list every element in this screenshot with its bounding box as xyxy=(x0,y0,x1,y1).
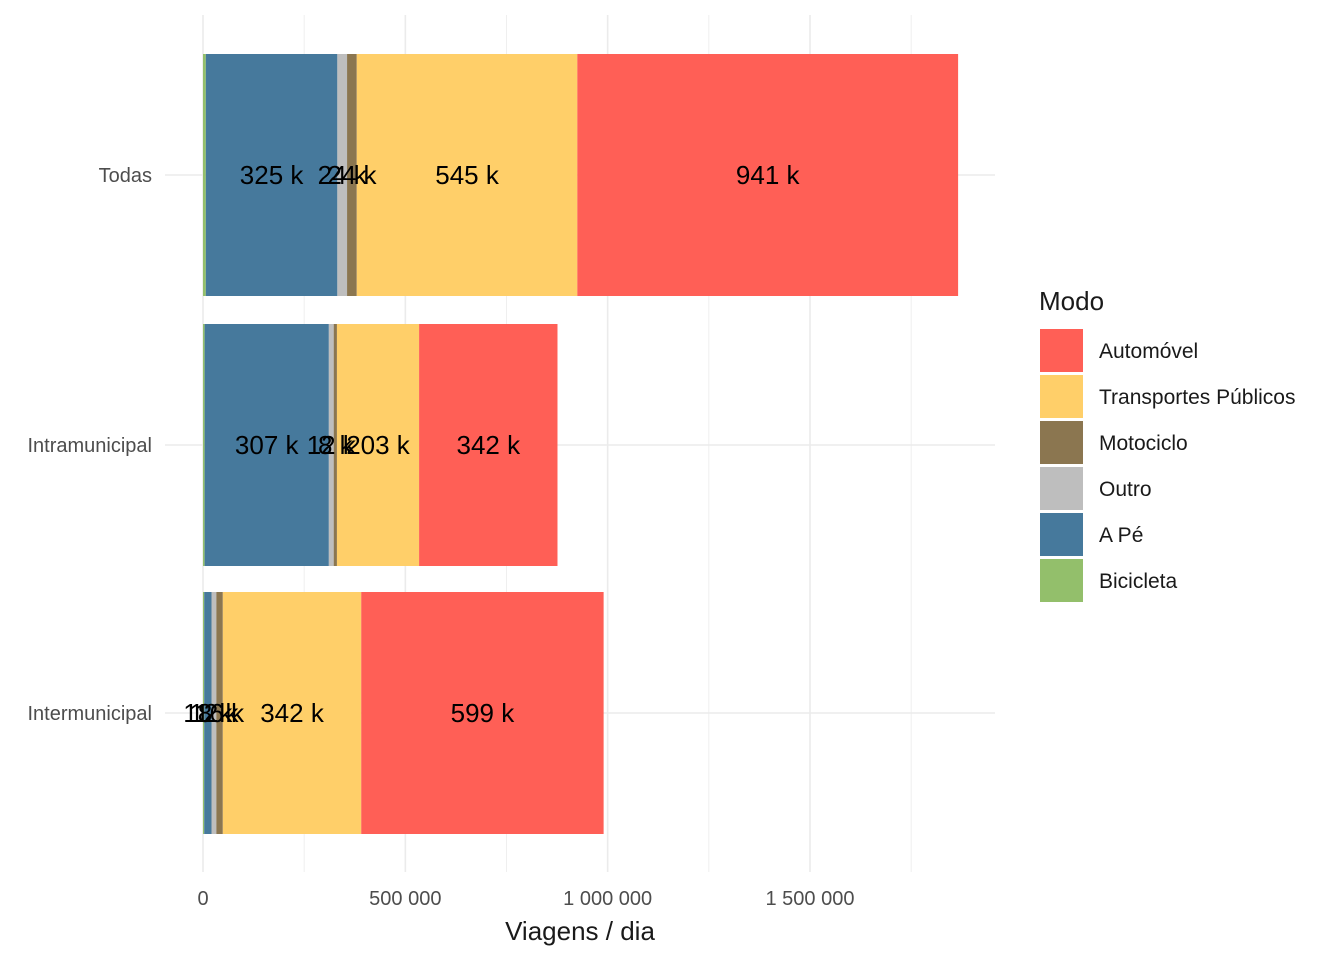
bar-data-label: 941 k xyxy=(736,160,801,190)
bar-data-label: 599 k xyxy=(451,698,516,728)
legend-swatch xyxy=(1040,375,1083,418)
bar-segment xyxy=(419,324,558,566)
x-axis-title: Viagens / dia xyxy=(505,916,655,946)
x-tick-label: 1 500 000 xyxy=(766,888,855,910)
bar-data-label: 203 k xyxy=(346,430,411,460)
legend-label: Outro xyxy=(1099,478,1152,501)
bar-segment xyxy=(204,592,212,834)
legend-swatch xyxy=(1040,421,1083,464)
legend-swatch xyxy=(1040,467,1083,510)
bar-data-label: 12 k xyxy=(307,430,357,460)
bar-segment xyxy=(204,324,329,566)
legend-swatch xyxy=(1040,513,1083,556)
x-tick-label: 500 000 xyxy=(369,888,441,910)
bar-data-label: 16 k xyxy=(195,698,245,728)
bar-data-label: 8 k xyxy=(318,430,354,460)
x-tick-label: 0 xyxy=(197,888,208,910)
legend: Modo Automóvel Transportes Públicos Motoci… xyxy=(1039,286,1295,602)
y-axis-tick-labels: Todas Intramunicipal Intermunicipal xyxy=(27,165,152,725)
bar-data-label: 545 k xyxy=(435,160,500,190)
legend-label: Automóvel xyxy=(1099,340,1198,363)
x-tick-label: 1 000 000 xyxy=(563,888,652,910)
bar-data-label: 325 k xyxy=(240,160,305,190)
y-tick-label: Todas xyxy=(99,165,152,187)
bar-segment xyxy=(211,592,217,834)
legend-label: Transportes Públicos xyxy=(1099,386,1295,409)
legend-swatch xyxy=(1040,559,1083,602)
bar-data-label: 307 k xyxy=(235,430,300,460)
legend-label: Bicicleta xyxy=(1099,570,1178,593)
bar-segment xyxy=(203,324,205,566)
legend-title: Modo xyxy=(1039,286,1104,316)
bar-segment xyxy=(333,324,337,566)
bar-segment xyxy=(328,324,334,566)
y-tick-label: Intermunicipal xyxy=(27,703,152,725)
bar-data-label: 24 k xyxy=(327,160,377,190)
bar-data-label: 342 k xyxy=(260,698,325,728)
bar-segment xyxy=(361,592,604,834)
bars xyxy=(203,54,959,834)
bar-segment xyxy=(216,592,223,834)
bar-segment xyxy=(222,592,362,834)
bar-segment xyxy=(337,54,348,296)
bar-data-label: 24 k xyxy=(318,160,368,190)
bar-data-label: 12 k xyxy=(189,698,239,728)
bar-segment xyxy=(203,54,206,296)
bar-segment xyxy=(205,54,338,296)
bar-data-label: 342 k xyxy=(456,430,521,460)
bar-segment xyxy=(336,324,420,566)
bar-segment xyxy=(203,592,205,834)
legend-label: Motociclo xyxy=(1099,432,1188,455)
legend-label: A Pé xyxy=(1099,524,1143,547)
bar-segment xyxy=(577,54,959,296)
legend-swatch xyxy=(1040,329,1083,372)
bar-data-label: 18 k xyxy=(183,698,233,728)
bar-segment xyxy=(347,54,357,296)
y-tick-label: Intramunicipal xyxy=(27,435,152,457)
x-axis-tick-labels: 0 500 000 1 000 000 1 500 000 xyxy=(197,888,854,910)
bar-segment xyxy=(356,54,578,296)
